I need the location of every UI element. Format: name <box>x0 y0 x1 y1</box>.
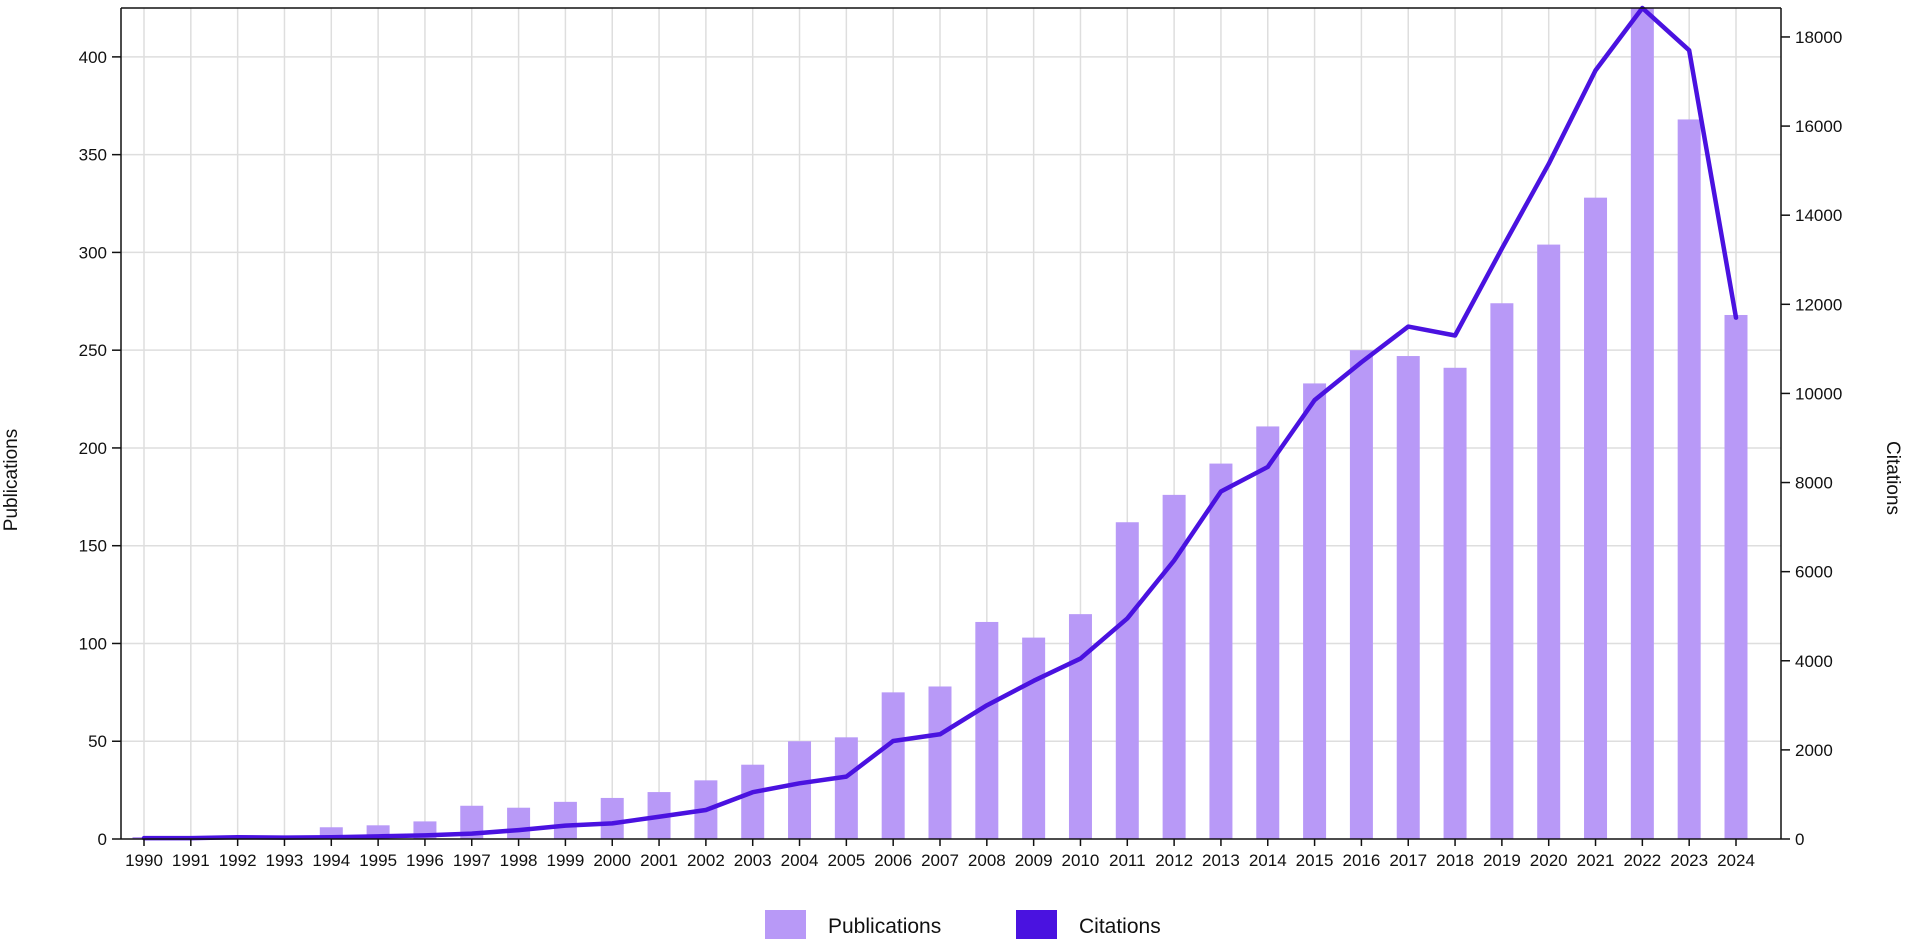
axes <box>112 7 1790 846</box>
tick-label-x-2000: 2000 <box>593 851 631 870</box>
tick-label-right-8000: 8000 <box>1795 474 1833 493</box>
bar-publications-2013 <box>1209 463 1233 839</box>
bar-publications-2007 <box>928 686 952 839</box>
tick-label-x-2009: 2009 <box>1015 851 1053 870</box>
bar-publications-2011 <box>1115 522 1139 839</box>
bar-publications-2017 <box>1396 356 1420 839</box>
tick-label-x-2003: 2003 <box>734 851 772 870</box>
tick-label-x-2011: 2011 <box>1109 851 1146 870</box>
tick-label-x-2024: 2024 <box>1717 851 1755 870</box>
tick-label-right-16000: 16000 <box>1795 117 1842 136</box>
bar-publications-2019 <box>1490 303 1514 840</box>
bar-publications-2023 <box>1677 119 1701 839</box>
tick-label-left-300: 300 <box>79 243 107 262</box>
tick-label-x-1995: 1995 <box>359 851 397 870</box>
bar-publications-2014 <box>1256 426 1280 839</box>
tick-label-x-2021: 2021 <box>1577 851 1615 870</box>
tick-label-left-350: 350 <box>79 146 107 165</box>
legend-label-citations: Citations <box>1079 915 1161 938</box>
tick-label-right-0: 0 <box>1795 830 1804 849</box>
tick-label-left-150: 150 <box>79 537 107 556</box>
tick-label-x-1999: 1999 <box>546 851 584 870</box>
tick-label-right-14000: 14000 <box>1795 206 1842 225</box>
bar-publications-2009 <box>1022 637 1046 839</box>
bar-publications-2016 <box>1349 350 1373 839</box>
tick-label-x-2002: 2002 <box>687 851 725 870</box>
bar-publications-1994 <box>319 827 343 839</box>
tick-label-x-2023: 2023 <box>1670 851 1708 870</box>
tick-label-right-6000: 6000 <box>1795 563 1833 582</box>
legend: Publications Citations <box>765 910 1161 939</box>
tick-label-x-2010: 2010 <box>1062 851 1100 870</box>
tick-label-x-2013: 2013 <box>1202 851 1240 870</box>
tick-label-right-12000: 12000 <box>1795 295 1842 314</box>
tick-label-left-200: 200 <box>79 439 107 458</box>
y-axis-left-title: Publications <box>1 429 22 531</box>
tick-label-x-2004: 2004 <box>781 851 819 870</box>
tick-label-x-2012: 2012 <box>1155 851 1193 870</box>
tick-label-left-250: 250 <box>79 341 107 360</box>
bar-publications-1999 <box>553 801 577 839</box>
tick-label-x-2016: 2016 <box>1342 851 1380 870</box>
bar-publications-2000 <box>600 797 624 839</box>
tick-label-right-10000: 10000 <box>1795 384 1842 403</box>
tick-label-x-1996: 1996 <box>406 851 444 870</box>
tick-label-x-2017: 2017 <box>1389 851 1427 870</box>
bar-publications-1998 <box>507 807 531 839</box>
bar-publications-2015 <box>1303 383 1327 839</box>
tick-label-x-2008: 2008 <box>968 851 1006 870</box>
tick-label-x-2005: 2005 <box>827 851 865 870</box>
tick-label-right-2000: 2000 <box>1795 741 1833 760</box>
bar-publications-1997 <box>460 805 484 839</box>
tick-label-left-50: 50 <box>88 732 107 751</box>
tick-labels: 0501001502002503003504000200040006000800… <box>79 28 1843 870</box>
legend-swatch-publications <box>765 910 806 939</box>
bar-publications-2010 <box>1068 614 1092 839</box>
tick-label-x-1993: 1993 <box>266 851 304 870</box>
tick-label-x-2018: 2018 <box>1436 851 1474 870</box>
tick-label-x-1990: 1990 <box>125 851 163 870</box>
bar-publications-2008 <box>975 621 999 839</box>
bar-publications-2020 <box>1537 244 1561 840</box>
bar-publications-2003 <box>741 764 765 839</box>
bar-publications-2006 <box>881 692 905 839</box>
tick-label-x-2014: 2014 <box>1249 851 1287 870</box>
tick-label-x-2022: 2022 <box>1623 851 1661 870</box>
tick-label-x-2007: 2007 <box>921 851 959 870</box>
tick-label-x-1991: 1991 <box>172 851 210 870</box>
bar-publications-2024 <box>1724 314 1748 839</box>
citations-line <box>141 5 1739 841</box>
bar-publications-2018 <box>1443 367 1467 839</box>
bar-publications-2005 <box>834 737 858 839</box>
publications-bars <box>132 8 1748 840</box>
tick-label-left-100: 100 <box>79 634 107 653</box>
tick-label-x-2019: 2019 <box>1483 851 1521 870</box>
y-axis-right-title: Citations <box>1882 441 1903 515</box>
bar-publications-2021 <box>1584 197 1608 840</box>
tick-label-x-2001: 2001 <box>640 851 678 870</box>
tick-label-left-400: 400 <box>79 48 107 67</box>
tick-label-right-18000: 18000 <box>1795 28 1842 47</box>
tick-label-x-1998: 1998 <box>500 851 538 870</box>
tick-label-x-1997: 1997 <box>453 851 491 870</box>
legend-swatch-citations <box>1016 910 1057 939</box>
bar-publications-2022 <box>1630 8 1654 839</box>
tick-label-x-1994: 1994 <box>312 851 350 870</box>
legend-label-publications: Publications <box>828 915 941 938</box>
tick-label-x-2020: 2020 <box>1530 851 1568 870</box>
citations-line-group <box>141 5 1739 841</box>
tick-label-x-2006: 2006 <box>874 851 912 870</box>
tick-label-x-2015: 2015 <box>1296 851 1334 870</box>
tick-label-x-1992: 1992 <box>219 851 257 870</box>
tick-label-left-0: 0 <box>98 830 107 849</box>
tick-label-right-4000: 4000 <box>1795 652 1833 671</box>
bar-publications-2012 <box>1162 494 1186 839</box>
bar-publications-2004 <box>788 741 812 839</box>
